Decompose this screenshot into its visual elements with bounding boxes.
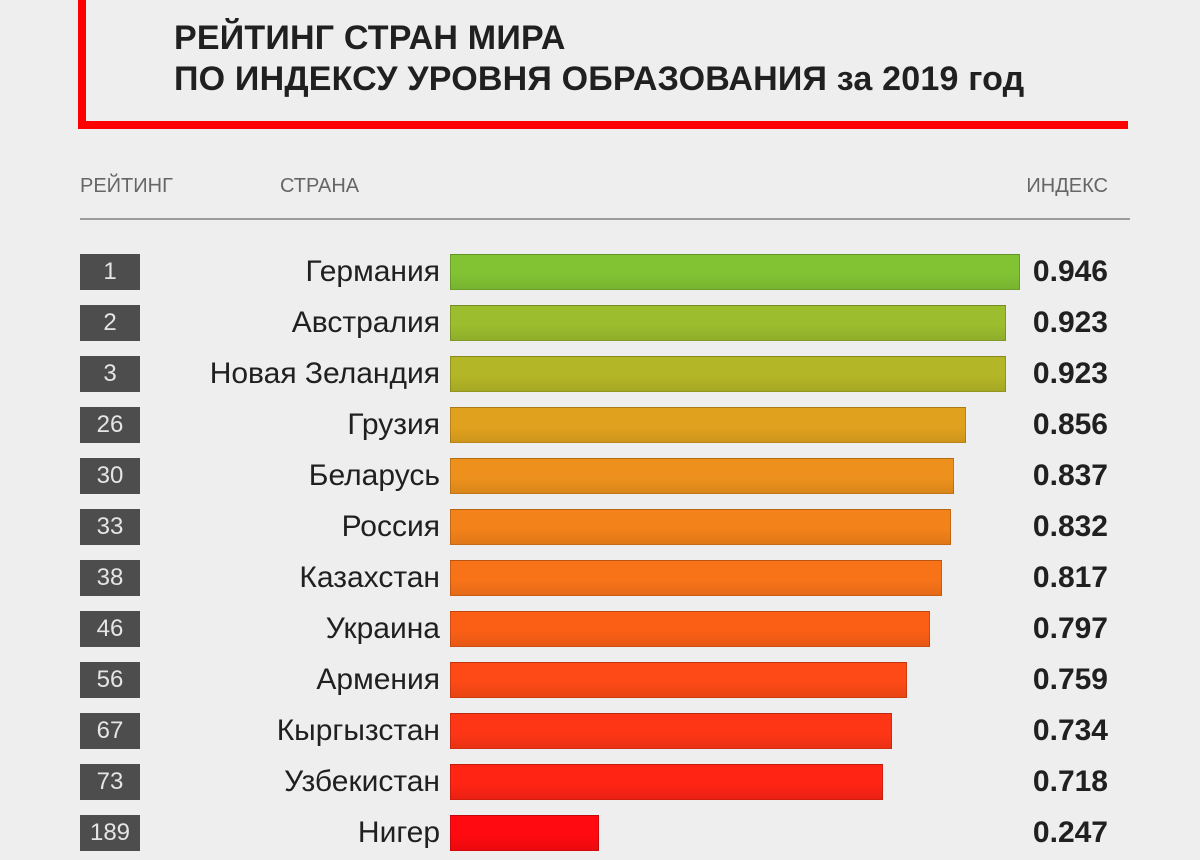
table-row: 30Беларусь 0.837	[80, 452, 1130, 503]
bar-track	[450, 611, 1020, 647]
rank-badge: 73	[80, 764, 140, 800]
bar-track	[450, 305, 1020, 341]
bar-track	[450, 764, 1020, 800]
value-label: 0.923	[1033, 350, 1108, 398]
value-label: 0.718	[1033, 758, 1108, 806]
country-label: Новая Зеландия	[148, 350, 440, 398]
value-label: 0.247	[1033, 809, 1108, 857]
chart-rows: 1Германия0.9462Австралия0.9233Новая Зела…	[80, 248, 1130, 860]
country-label: Грузия	[148, 401, 440, 449]
bar-track	[450, 458, 1020, 494]
header-divider	[80, 218, 1130, 220]
table-row: 73Узбекистан 0.718	[80, 758, 1130, 809]
bar-track	[450, 713, 1020, 749]
rank-badge: 67	[80, 713, 140, 749]
title-line-1: РЕЙТИНГ СТРАН МИРА	[174, 18, 1128, 59]
bar-track	[450, 254, 1020, 290]
table-row: 189Нигер 0.247	[80, 809, 1130, 860]
bar	[450, 662, 907, 698]
table-row: 1Германия 0.946	[80, 248, 1130, 299]
value-label: 0.759	[1033, 656, 1108, 704]
bar	[450, 458, 954, 494]
value-label: 0.856	[1033, 401, 1108, 449]
country-label: Россия	[148, 503, 440, 551]
rank-badge: 46	[80, 611, 140, 647]
country-label: Нигер	[148, 809, 440, 857]
value-label: 0.923	[1033, 299, 1108, 347]
bar	[450, 305, 1006, 341]
value-label: 0.946	[1033, 248, 1108, 296]
value-label: 0.817	[1033, 554, 1108, 602]
country-label: Австралия	[148, 299, 440, 347]
title-block: РЕЙТИНГ СТРАН МИРА ПО ИНДЕКСУ УРОВНЯ ОБР…	[78, 0, 1128, 129]
bar	[450, 356, 1006, 392]
table-row: 46Украина 0.797	[80, 605, 1130, 656]
table-row: 56Армения 0.759	[80, 656, 1130, 707]
rank-badge: 3	[80, 356, 140, 392]
country-label: Казахстан	[148, 554, 440, 602]
value-label: 0.832	[1033, 503, 1108, 551]
rank-badge: 30	[80, 458, 140, 494]
bar	[450, 560, 942, 596]
country-label: Узбекистан	[148, 758, 440, 806]
bar-track	[450, 407, 1020, 443]
table-row: 33Россия 0.832	[80, 503, 1130, 554]
value-label: 0.837	[1033, 452, 1108, 500]
rank-badge: 38	[80, 560, 140, 596]
bar-track	[450, 560, 1020, 596]
rank-badge: 33	[80, 509, 140, 545]
table-row: 3Новая Зеландия 0.923	[80, 350, 1130, 401]
bar-track	[450, 815, 1020, 851]
table-row: 67Кыргызстан 0.734	[80, 707, 1130, 758]
table-row: 38Казахстан 0.817	[80, 554, 1130, 605]
value-label: 0.797	[1033, 605, 1108, 653]
bar-track	[450, 662, 1020, 698]
rank-badge: 2	[80, 305, 140, 341]
bar	[450, 815, 599, 851]
bar	[450, 764, 883, 800]
table-row: 2Австралия 0.923	[80, 299, 1130, 350]
rank-badge: 189	[80, 815, 140, 851]
value-label: 0.734	[1033, 707, 1108, 755]
bar	[450, 254, 1020, 290]
title-line-2: ПО ИНДЕКСУ УРОВНЯ ОБРАЗОВАНИЯ за 2019 го…	[174, 59, 1128, 100]
rank-badge: 56	[80, 662, 140, 698]
country-label: Украина	[148, 605, 440, 653]
bar-track	[450, 509, 1020, 545]
rank-badge: 1	[80, 254, 140, 290]
bar	[450, 611, 930, 647]
header-country: СТРАНА	[280, 175, 359, 198]
bar	[450, 509, 951, 545]
country-label: Кыргызстан	[148, 707, 440, 755]
bar-track	[450, 356, 1020, 392]
rank-badge: 26	[80, 407, 140, 443]
country-label: Германия	[148, 248, 440, 296]
header-index: ИНДЕКС	[1026, 175, 1108, 198]
bar	[450, 407, 966, 443]
chart-canvas: { "title": { "line1": "РЕЙТИНГ СТРАН МИР…	[0, 0, 1200, 840]
bar	[450, 713, 892, 749]
country-label: Беларусь	[148, 452, 440, 500]
country-label: Армения	[148, 656, 440, 704]
header-rank: РЕЙТИНГ	[80, 175, 173, 198]
table-row: 26Грузия 0.856	[80, 401, 1130, 452]
